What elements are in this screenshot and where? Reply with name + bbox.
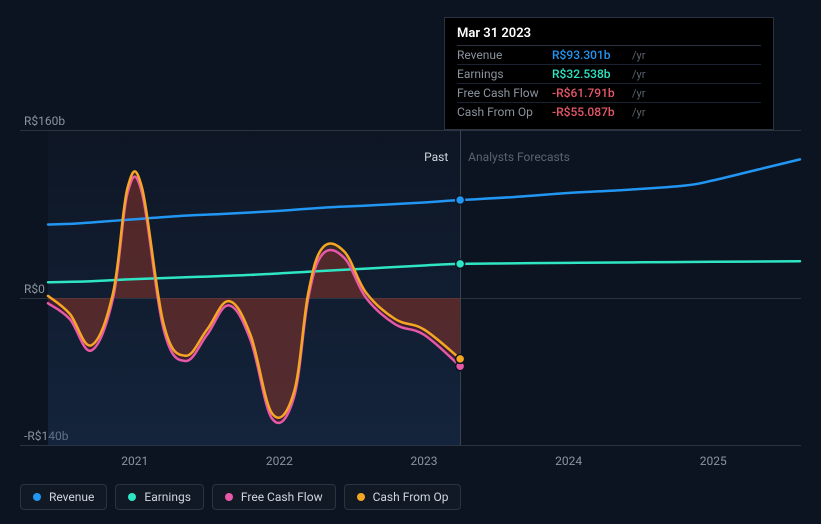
x-axis-label: 2021	[121, 454, 148, 468]
tooltip-metric-label: Free Cash Flow	[457, 86, 552, 100]
x-axis-label: 2024	[555, 454, 582, 468]
financial-chart: R$160b R$0 -R$140b Past Analysts Forecas…	[0, 0, 821, 524]
grid-line-bottom	[20, 445, 801, 446]
legend-label: Free Cash Flow	[241, 490, 323, 504]
tooltip-metric-unit: /yr	[632, 87, 645, 100]
tooltip-date: Mar 31 2023	[457, 26, 761, 41]
x-axis-label: 2023	[411, 454, 438, 468]
legend-dot-icon	[33, 493, 41, 501]
tooltip-metric-unit: /yr	[632, 49, 645, 62]
x-axis-label: 2022	[266, 454, 293, 468]
tooltip-row: Free Cash Flow-R$61.791b/yr	[457, 83, 761, 102]
x-axis-label: 2025	[700, 454, 727, 468]
chart-legend: Revenue Earnings Free Cash Flow Cash From O…	[20, 484, 461, 510]
legend-item-revenue[interactable]: Revenue	[20, 484, 107, 510]
y-axis-label: R$160b	[24, 114, 65, 128]
legend-label: Cash From Op	[373, 490, 449, 504]
tooltip-metric-label: Cash From Op	[457, 105, 552, 119]
grid-line-zero	[20, 298, 801, 299]
tooltip-metric-unit: /yr	[632, 68, 645, 81]
tooltip-row: RevenueR$93.301b/yr	[457, 45, 761, 64]
tooltip-row: EarningsR$32.538b/yr	[457, 64, 761, 83]
tooltip-metric-value: R$32.538b	[552, 67, 632, 81]
legend-dot-icon	[357, 493, 365, 501]
tooltip-row: Cash From Op-R$55.087b/yr	[457, 102, 761, 121]
legend-item-earnings[interactable]: Earnings	[115, 484, 204, 510]
legend-item-free-cash-flow[interactable]: Free Cash Flow	[212, 484, 336, 510]
tooltip-metric-value: R$93.301b	[552, 48, 632, 62]
tooltip-metric-value: -R$61.791b	[552, 86, 632, 100]
legend-label: Revenue	[49, 490, 94, 504]
grid-line-top	[20, 130, 801, 131]
tooltip-metric-value: -R$55.087b	[552, 105, 632, 119]
legend-dot-icon	[225, 493, 233, 501]
tooltip-metric-unit: /yr	[632, 106, 645, 119]
tooltip-metric-label: Revenue	[457, 48, 552, 62]
past-region-bg	[48, 130, 460, 445]
legend-dot-icon	[128, 493, 136, 501]
y-axis-label: -R$140b	[24, 429, 68, 443]
tooltip-metric-label: Earnings	[457, 67, 552, 81]
data-tooltip: Mar 31 2023 RevenueR$93.301b/yrEarningsR…	[444, 17, 774, 130]
y-axis-label: R$0	[24, 282, 45, 296]
legend-label: Earnings	[144, 490, 191, 504]
legend-item-cash-from-op[interactable]: Cash From Op	[344, 484, 462, 510]
forecast-section-label: Analysts Forecasts	[468, 150, 570, 164]
past-section-label: Past	[424, 150, 448, 164]
past-forecast-divider	[460, 130, 461, 445]
